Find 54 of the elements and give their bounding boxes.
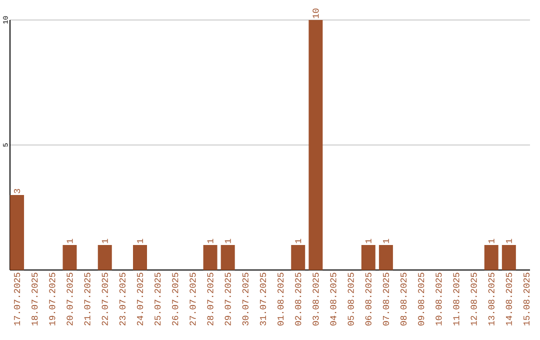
x-tick-label: 18.07.2025 <box>32 272 38 326</box>
x-tick-label: 02.08.2025 <box>295 272 302 326</box>
x-tick-label: 29.07.2025 <box>224 272 231 326</box>
x-tick-label: 27.07.2025 <box>190 272 196 326</box>
data-label: 1 <box>506 238 512 244</box>
data-label: 1 <box>102 238 108 244</box>
x-tick-label: 25.07.2025 <box>154 272 161 326</box>
x-tick-label: 01.08.2025 <box>278 272 284 326</box>
x-tick-label: 22.07.2025 <box>102 272 108 326</box>
x-tick-label: 07.08.2025 <box>382 272 389 326</box>
data-label: 1 <box>488 238 494 244</box>
x-tick-label: 19.07.2025 <box>49 272 56 326</box>
x-tick-label: 04.08.2025 <box>330 272 336 326</box>
bar <box>133 245 147 270</box>
data-label: 1 <box>365 238 372 244</box>
data-label: 1 <box>382 238 389 244</box>
x-tick-label: 23.07.2025 <box>119 272 126 326</box>
bar <box>308 20 323 270</box>
x-tick-label: 11.08.2025 <box>453 272 460 326</box>
bar <box>62 245 77 270</box>
data-label: 1 <box>137 238 143 244</box>
x-tick-label: 26.07.2025 <box>172 272 178 326</box>
x-tick-label: 09.08.2025 <box>418 272 424 326</box>
x-tick-label: 14.08.2025 <box>506 272 512 326</box>
bar <box>361 245 376 270</box>
bar <box>220 245 235 270</box>
data-label: 1 <box>66 238 73 244</box>
x-tick-label: 13.08.2025 <box>488 272 494 326</box>
bar <box>98 245 112 270</box>
x-tick-label: 28.07.2025 <box>207 272 214 326</box>
bar <box>10 195 24 270</box>
bar <box>203 245 218 270</box>
x-tick-label: 31.07.2025 <box>260 272 266 326</box>
x-tick-label: 15.08.2025 <box>523 272 530 326</box>
x-tick-label: 03.08.2025 <box>312 272 319 326</box>
x-tick-label: 10.08.2025 <box>436 272 442 326</box>
x-tick-label: 21.07.2025 <box>84 272 90 326</box>
data-label: 1 <box>295 238 302 244</box>
x-tick-label: 08.08.2025 <box>400 272 407 326</box>
bar <box>502 245 516 270</box>
x-tick-label: 20.07.2025 <box>66 272 73 326</box>
bar <box>484 245 498 270</box>
bar <box>291 245 306 270</box>
data-label: 1 <box>207 238 214 244</box>
data-label: 1 <box>224 238 231 244</box>
x-tick-label: 06.08.2025 <box>365 272 372 326</box>
x-tick-label: 05.08.2025 <box>348 272 354 326</box>
x-tick-label: 24.07.2025 <box>136 272 144 326</box>
data-label: 10 <box>312 8 319 18</box>
x-tick-label: 17.07.2025 <box>14 272 20 326</box>
data-label: 3 <box>14 188 20 194</box>
bar <box>378 245 393 270</box>
x-tick-label: 12.08.2025 <box>470 272 477 326</box>
x-tick-label: 30.07.2025 <box>242 272 248 326</box>
